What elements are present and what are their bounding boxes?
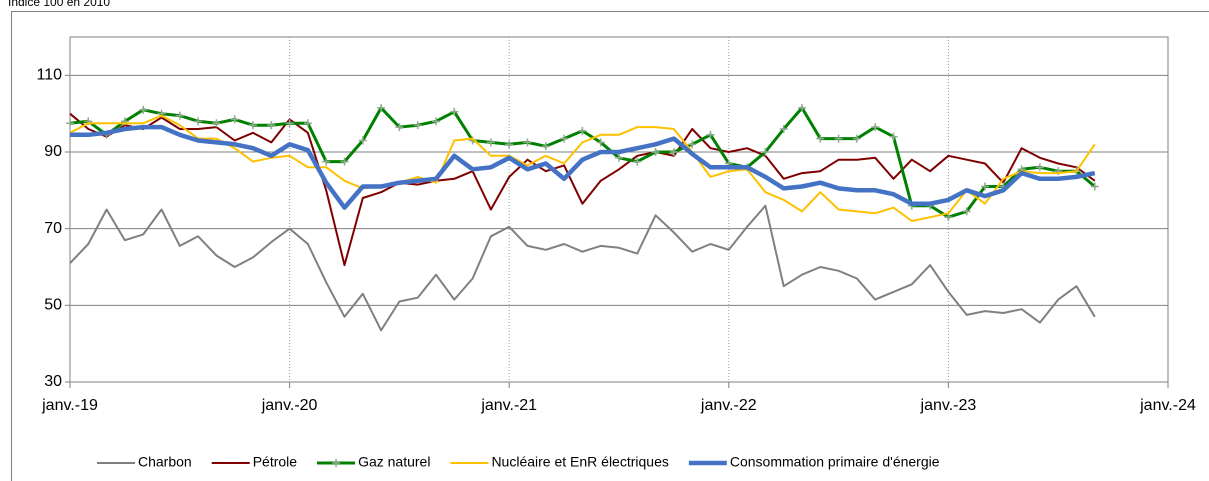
x-tick-label: janv.-22 bbox=[700, 397, 757, 414]
series-marker bbox=[962, 207, 971, 216]
legend-label: Gaz naturel bbox=[358, 454, 430, 470]
legend-label: Charbon bbox=[138, 454, 192, 470]
series-marker bbox=[413, 121, 422, 130]
series-marker bbox=[175, 111, 184, 120]
series-marker bbox=[212, 119, 221, 128]
series-marker bbox=[651, 148, 660, 156]
series-marker bbox=[523, 138, 532, 147]
series-marker bbox=[541, 142, 550, 151]
series-marker bbox=[358, 136, 367, 145]
series-marker bbox=[834, 134, 843, 143]
x-tick-label: janv.-21 bbox=[480, 397, 537, 414]
x-tick-label: janv.-19 bbox=[41, 397, 98, 414]
series-marker bbox=[798, 103, 806, 112]
series-line bbox=[69, 114, 1096, 222]
series-marker bbox=[285, 119, 294, 128]
series-marker bbox=[194, 117, 203, 126]
series-marker bbox=[944, 213, 953, 222]
plot-area bbox=[69, 36, 1169, 383]
series-marker bbox=[706, 130, 715, 139]
series-marker bbox=[1035, 163, 1044, 172]
series-marker bbox=[981, 182, 989, 191]
series-marker bbox=[450, 107, 459, 116]
series-marker bbox=[761, 148, 770, 156]
series-marker bbox=[816, 134, 825, 143]
y-tick-label: 30 bbox=[44, 373, 62, 390]
y-tick-label: 90 bbox=[44, 143, 62, 160]
legend-label: Pétrole bbox=[253, 454, 298, 470]
x-tick-label: janv.-24 bbox=[1139, 397, 1196, 414]
series-marker bbox=[486, 138, 495, 147]
chart-subtitle: Indice 100 en 2010 bbox=[8, 0, 110, 9]
x-tick-label: janv.-20 bbox=[261, 397, 318, 414]
legend-label: Consommation primaire d'énergie bbox=[730, 454, 940, 470]
series-marker bbox=[322, 157, 331, 166]
series-marker bbox=[340, 157, 349, 166]
series-marker bbox=[66, 119, 74, 128]
legend-label: Nucléaire et EnR électriques bbox=[491, 454, 668, 470]
series-marker bbox=[230, 115, 239, 124]
series-marker bbox=[633, 157, 642, 166]
chart-frame bbox=[11, 11, 1209, 481]
series-marker bbox=[1090, 182, 1099, 191]
series-line bbox=[69, 204, 1096, 332]
y-tick-label: 70 bbox=[44, 220, 62, 237]
series-marker bbox=[139, 105, 148, 114]
series-marker bbox=[578, 126, 587, 135]
series-marker bbox=[303, 119, 312, 128]
series-line bbox=[70, 124, 1096, 210]
series-marker bbox=[779, 125, 788, 133]
series-marker bbox=[395, 123, 404, 132]
series-marker bbox=[688, 140, 697, 149]
series-marker bbox=[669, 148, 678, 156]
x-tick-label: janv.-23 bbox=[920, 397, 977, 414]
series-marker bbox=[249, 121, 257, 130]
series-marker bbox=[615, 153, 623, 162]
legend-marker bbox=[332, 459, 341, 467]
series-marker bbox=[852, 134, 861, 143]
series-marker bbox=[267, 121, 276, 130]
series-marker bbox=[871, 123, 880, 132]
series-marker bbox=[560, 134, 569, 143]
y-tick-label: 110 bbox=[36, 67, 62, 84]
series-line bbox=[69, 112, 1096, 267]
series-marker bbox=[505, 140, 514, 149]
series-marker bbox=[432, 117, 440, 126]
series-marker bbox=[377, 103, 386, 112]
series-marker bbox=[889, 132, 898, 141]
series-marker bbox=[596, 138, 605, 147]
y-tick-label: 50 bbox=[44, 297, 62, 314]
